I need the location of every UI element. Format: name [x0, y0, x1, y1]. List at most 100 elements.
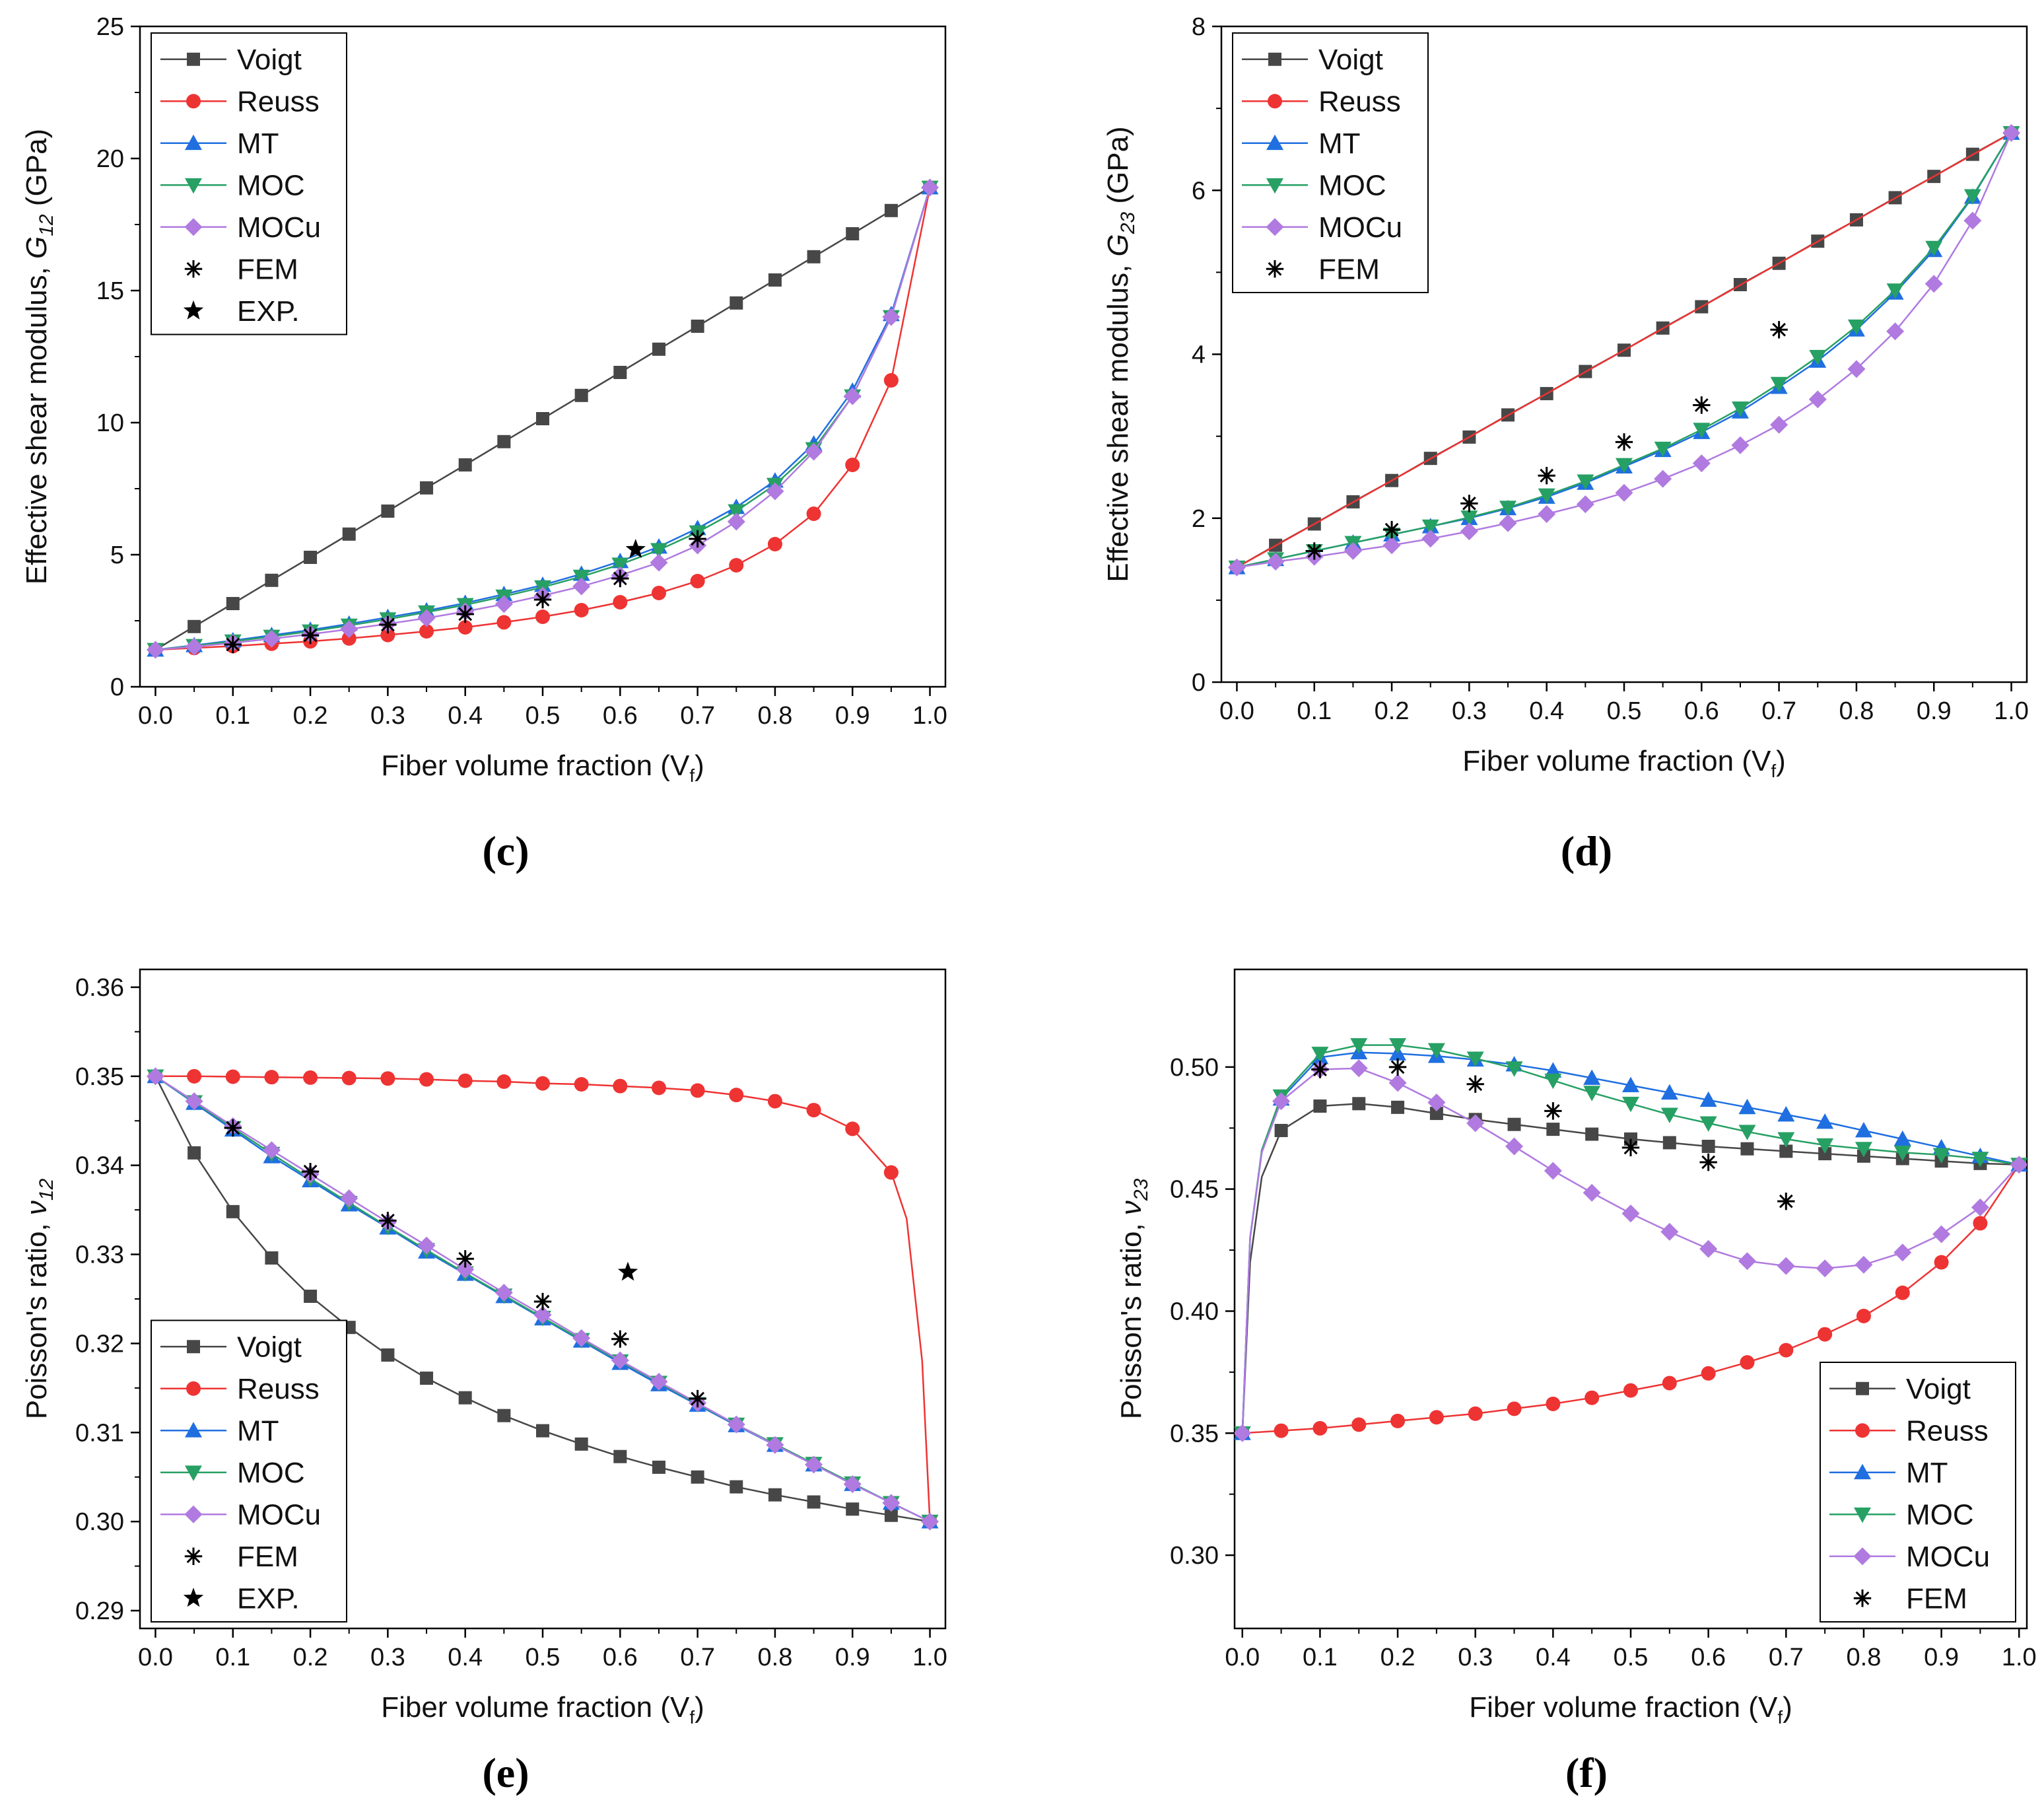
y-tick-label: 2 — [1192, 505, 1206, 533]
data-point — [1779, 1343, 1794, 1358]
legend-marker — [1855, 1423, 1870, 1438]
data-point — [1350, 1038, 1368, 1054]
data-point — [1460, 495, 1478, 512]
data-point — [1777, 1105, 1795, 1122]
data-point — [1731, 436, 1750, 454]
data-point — [224, 635, 242, 654]
data-point — [1429, 1410, 1444, 1425]
legend-label: MT — [1906, 1457, 1948, 1489]
legend-marker — [183, 300, 204, 320]
data-point — [1351, 1417, 1367, 1432]
data-point — [533, 590, 552, 609]
y-tick-label: 0.32 — [75, 1330, 124, 1358]
data-point — [1311, 1047, 1329, 1063]
x-tick-label: 0.9 — [1917, 697, 1952, 725]
data-point — [574, 1076, 589, 1092]
data-point — [1654, 470, 1672, 488]
legend-marker — [1266, 134, 1283, 151]
data-point — [846, 1502, 860, 1516]
x-tick-label: 1.0 — [912, 1644, 947, 1671]
data-point — [1662, 1376, 1677, 1391]
legend-item-reuss: Reuss — [1829, 1414, 1989, 1447]
data-point — [1932, 1148, 1950, 1164]
data-point — [728, 504, 745, 520]
data-point — [805, 1455, 823, 1474]
x-tick-label: 0.8 — [1839, 697, 1874, 725]
data-point — [340, 1189, 358, 1208]
data-point — [1466, 1114, 1485, 1133]
data-point — [1272, 1092, 1291, 1111]
data-point — [1808, 390, 1827, 409]
x-tick-label: 0.3 — [1458, 1644, 1493, 1671]
x-tick-label: 0.7 — [680, 1644, 715, 1671]
legend-label: MOCu — [1318, 211, 1402, 244]
data-point — [650, 1372, 668, 1391]
data-point — [1538, 488, 1555, 504]
data-point — [1544, 1073, 1562, 1090]
data-point — [456, 1260, 475, 1278]
data-point — [1460, 510, 1478, 526]
data-layer — [146, 178, 939, 659]
legend-item-fem: FEM — [1853, 1582, 1967, 1615]
legend-item-fem: FEM — [1266, 253, 1380, 285]
data-point — [1738, 1125, 1756, 1140]
legend-label: MOC — [237, 1457, 305, 1489]
legend-marker — [1268, 52, 1281, 66]
data-point — [807, 250, 821, 263]
data-point — [613, 366, 627, 379]
legend-label: EXP. — [237, 1582, 300, 1615]
data-point — [1429, 1107, 1443, 1121]
data-point — [1934, 1255, 1949, 1270]
data-point — [1382, 536, 1401, 555]
data-point — [921, 1512, 939, 1531]
legend-label: Voigt — [237, 1331, 302, 1363]
y-tick-label: 0.30 — [1170, 1542, 1219, 1570]
data-point — [1468, 1406, 1483, 1421]
legend-marker — [185, 1422, 202, 1438]
y-tick-label: 25 — [96, 13, 124, 41]
data-point — [1546, 1396, 1561, 1411]
data-point — [1855, 1121, 1872, 1138]
x-tick-label: 0.0 — [138, 1644, 173, 1671]
legend-item-voigt: Voigt — [1242, 44, 1383, 76]
series-mocu — [146, 178, 939, 659]
data-point — [843, 387, 862, 405]
data-point — [1505, 1137, 1524, 1156]
data-point — [807, 1495, 821, 1509]
legend-item-mt: MT — [160, 1414, 279, 1447]
data-point — [420, 481, 434, 495]
data-point — [417, 1236, 436, 1255]
data-point — [1391, 1100, 1405, 1114]
data-point — [225, 1069, 240, 1084]
legend-label: MOC — [1906, 1498, 1974, 1531]
data-point — [650, 543, 667, 559]
data-point — [187, 1068, 202, 1084]
data-point — [1616, 458, 1633, 474]
data-point — [458, 1391, 472, 1405]
data-point — [1740, 1142, 1754, 1156]
series-fem — [224, 530, 706, 654]
legend-marker — [1853, 1589, 1872, 1607]
data-point — [611, 1330, 629, 1348]
legend-label: EXP. — [237, 295, 300, 328]
x-tick-label: 0.1 — [215, 1644, 250, 1671]
x-tick-label: 0.1 — [1303, 1644, 1338, 1671]
x-tick-label: 0.6 — [603, 702, 638, 730]
data-point — [497, 435, 511, 448]
x-tick-label: 0.1 — [215, 702, 250, 730]
data-point — [730, 296, 743, 310]
data-point — [611, 1351, 629, 1370]
data-point — [1388, 1058, 1407, 1076]
data-point — [574, 603, 589, 617]
data-point — [1576, 495, 1594, 514]
legend-item-moc: MOC — [1829, 1498, 1974, 1531]
y-axis-label: Effective shear modulus, G23 (GPa) — [1102, 126, 1139, 582]
data-point — [883, 373, 899, 388]
data-point — [265, 573, 279, 587]
data-point — [611, 557, 629, 573]
x-axis-label: Fiber volume fraction (Vf) — [381, 1691, 704, 1727]
data-point — [1421, 530, 1440, 548]
data-point — [766, 1436, 784, 1454]
chart-panel-d: 0.0 0.1 0.2 0.3 0.4 0.5 0.6 0.7 0.8 0.9 1.0 0 2 4 6 8 Fi… — [1102, 13, 2029, 874]
data-point — [1779, 1144, 1793, 1158]
